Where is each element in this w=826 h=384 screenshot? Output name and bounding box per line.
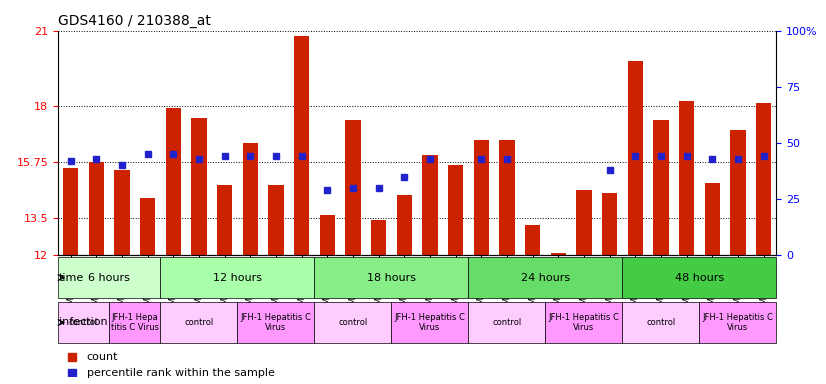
Bar	[730, 131, 746, 255]
Bar	[602, 193, 617, 255]
FancyBboxPatch shape	[238, 302, 315, 343]
Bar	[217, 185, 232, 255]
FancyBboxPatch shape	[58, 302, 109, 343]
Bar	[140, 198, 155, 255]
Text: JFH-1 Hepatitis C
Virus: JFH-1 Hepatitis C Virus	[548, 313, 620, 332]
FancyBboxPatch shape	[468, 257, 623, 298]
Text: GDS4160 / 210388_at: GDS4160 / 210388_at	[58, 14, 211, 28]
Text: JFH-1 Hepatitis C
Virus: JFH-1 Hepatitis C Virus	[240, 313, 311, 332]
Text: infection: infection	[59, 318, 107, 328]
FancyBboxPatch shape	[700, 302, 776, 343]
Text: percentile rank within the sample: percentile rank within the sample	[87, 368, 274, 378]
Bar	[653, 121, 669, 255]
FancyBboxPatch shape	[545, 302, 623, 343]
Text: control: control	[646, 318, 676, 327]
Bar	[320, 215, 335, 255]
FancyBboxPatch shape	[160, 302, 238, 343]
Text: 12 hours: 12 hours	[213, 273, 262, 283]
Bar	[165, 108, 181, 255]
FancyBboxPatch shape	[315, 302, 392, 343]
Bar	[294, 36, 309, 255]
Bar	[88, 162, 104, 255]
Text: 18 hours: 18 hours	[367, 273, 416, 283]
Bar	[114, 170, 130, 255]
Bar	[525, 225, 540, 255]
Bar	[551, 253, 566, 255]
Bar	[756, 103, 771, 255]
FancyBboxPatch shape	[623, 257, 776, 298]
Bar	[243, 143, 258, 255]
Bar	[268, 185, 283, 255]
Bar	[345, 121, 361, 255]
Text: 48 hours: 48 hours	[675, 273, 724, 283]
Text: JFH-1 Hepatitis C
Virus: JFH-1 Hepatitis C Virus	[702, 313, 773, 332]
Bar	[396, 195, 412, 255]
Text: JFH-1 Hepa
titis C Virus: JFH-1 Hepa titis C Virus	[111, 313, 159, 332]
Bar	[422, 156, 438, 255]
Text: control: control	[492, 318, 521, 327]
Text: time: time	[59, 273, 84, 283]
Text: 24 hours: 24 hours	[521, 273, 570, 283]
Text: count: count	[87, 353, 118, 362]
Bar	[705, 183, 720, 255]
Text: control: control	[69, 318, 98, 327]
Bar	[628, 61, 643, 255]
Bar	[371, 220, 387, 255]
Bar	[192, 118, 206, 255]
FancyBboxPatch shape	[109, 302, 160, 343]
Bar	[577, 190, 591, 255]
Bar	[473, 141, 489, 255]
FancyBboxPatch shape	[623, 302, 700, 343]
FancyBboxPatch shape	[392, 302, 468, 343]
Bar	[499, 141, 515, 255]
FancyBboxPatch shape	[315, 257, 468, 298]
Text: JFH-1 Hepatitis C
Virus: JFH-1 Hepatitis C Virus	[395, 313, 465, 332]
FancyBboxPatch shape	[58, 257, 160, 298]
Bar	[63, 168, 78, 255]
Text: control: control	[339, 318, 368, 327]
Bar	[679, 101, 695, 255]
Bar	[448, 166, 463, 255]
Text: 6 hours: 6 hours	[88, 273, 130, 283]
FancyBboxPatch shape	[468, 302, 545, 343]
FancyBboxPatch shape	[160, 257, 315, 298]
Text: control: control	[184, 318, 214, 327]
